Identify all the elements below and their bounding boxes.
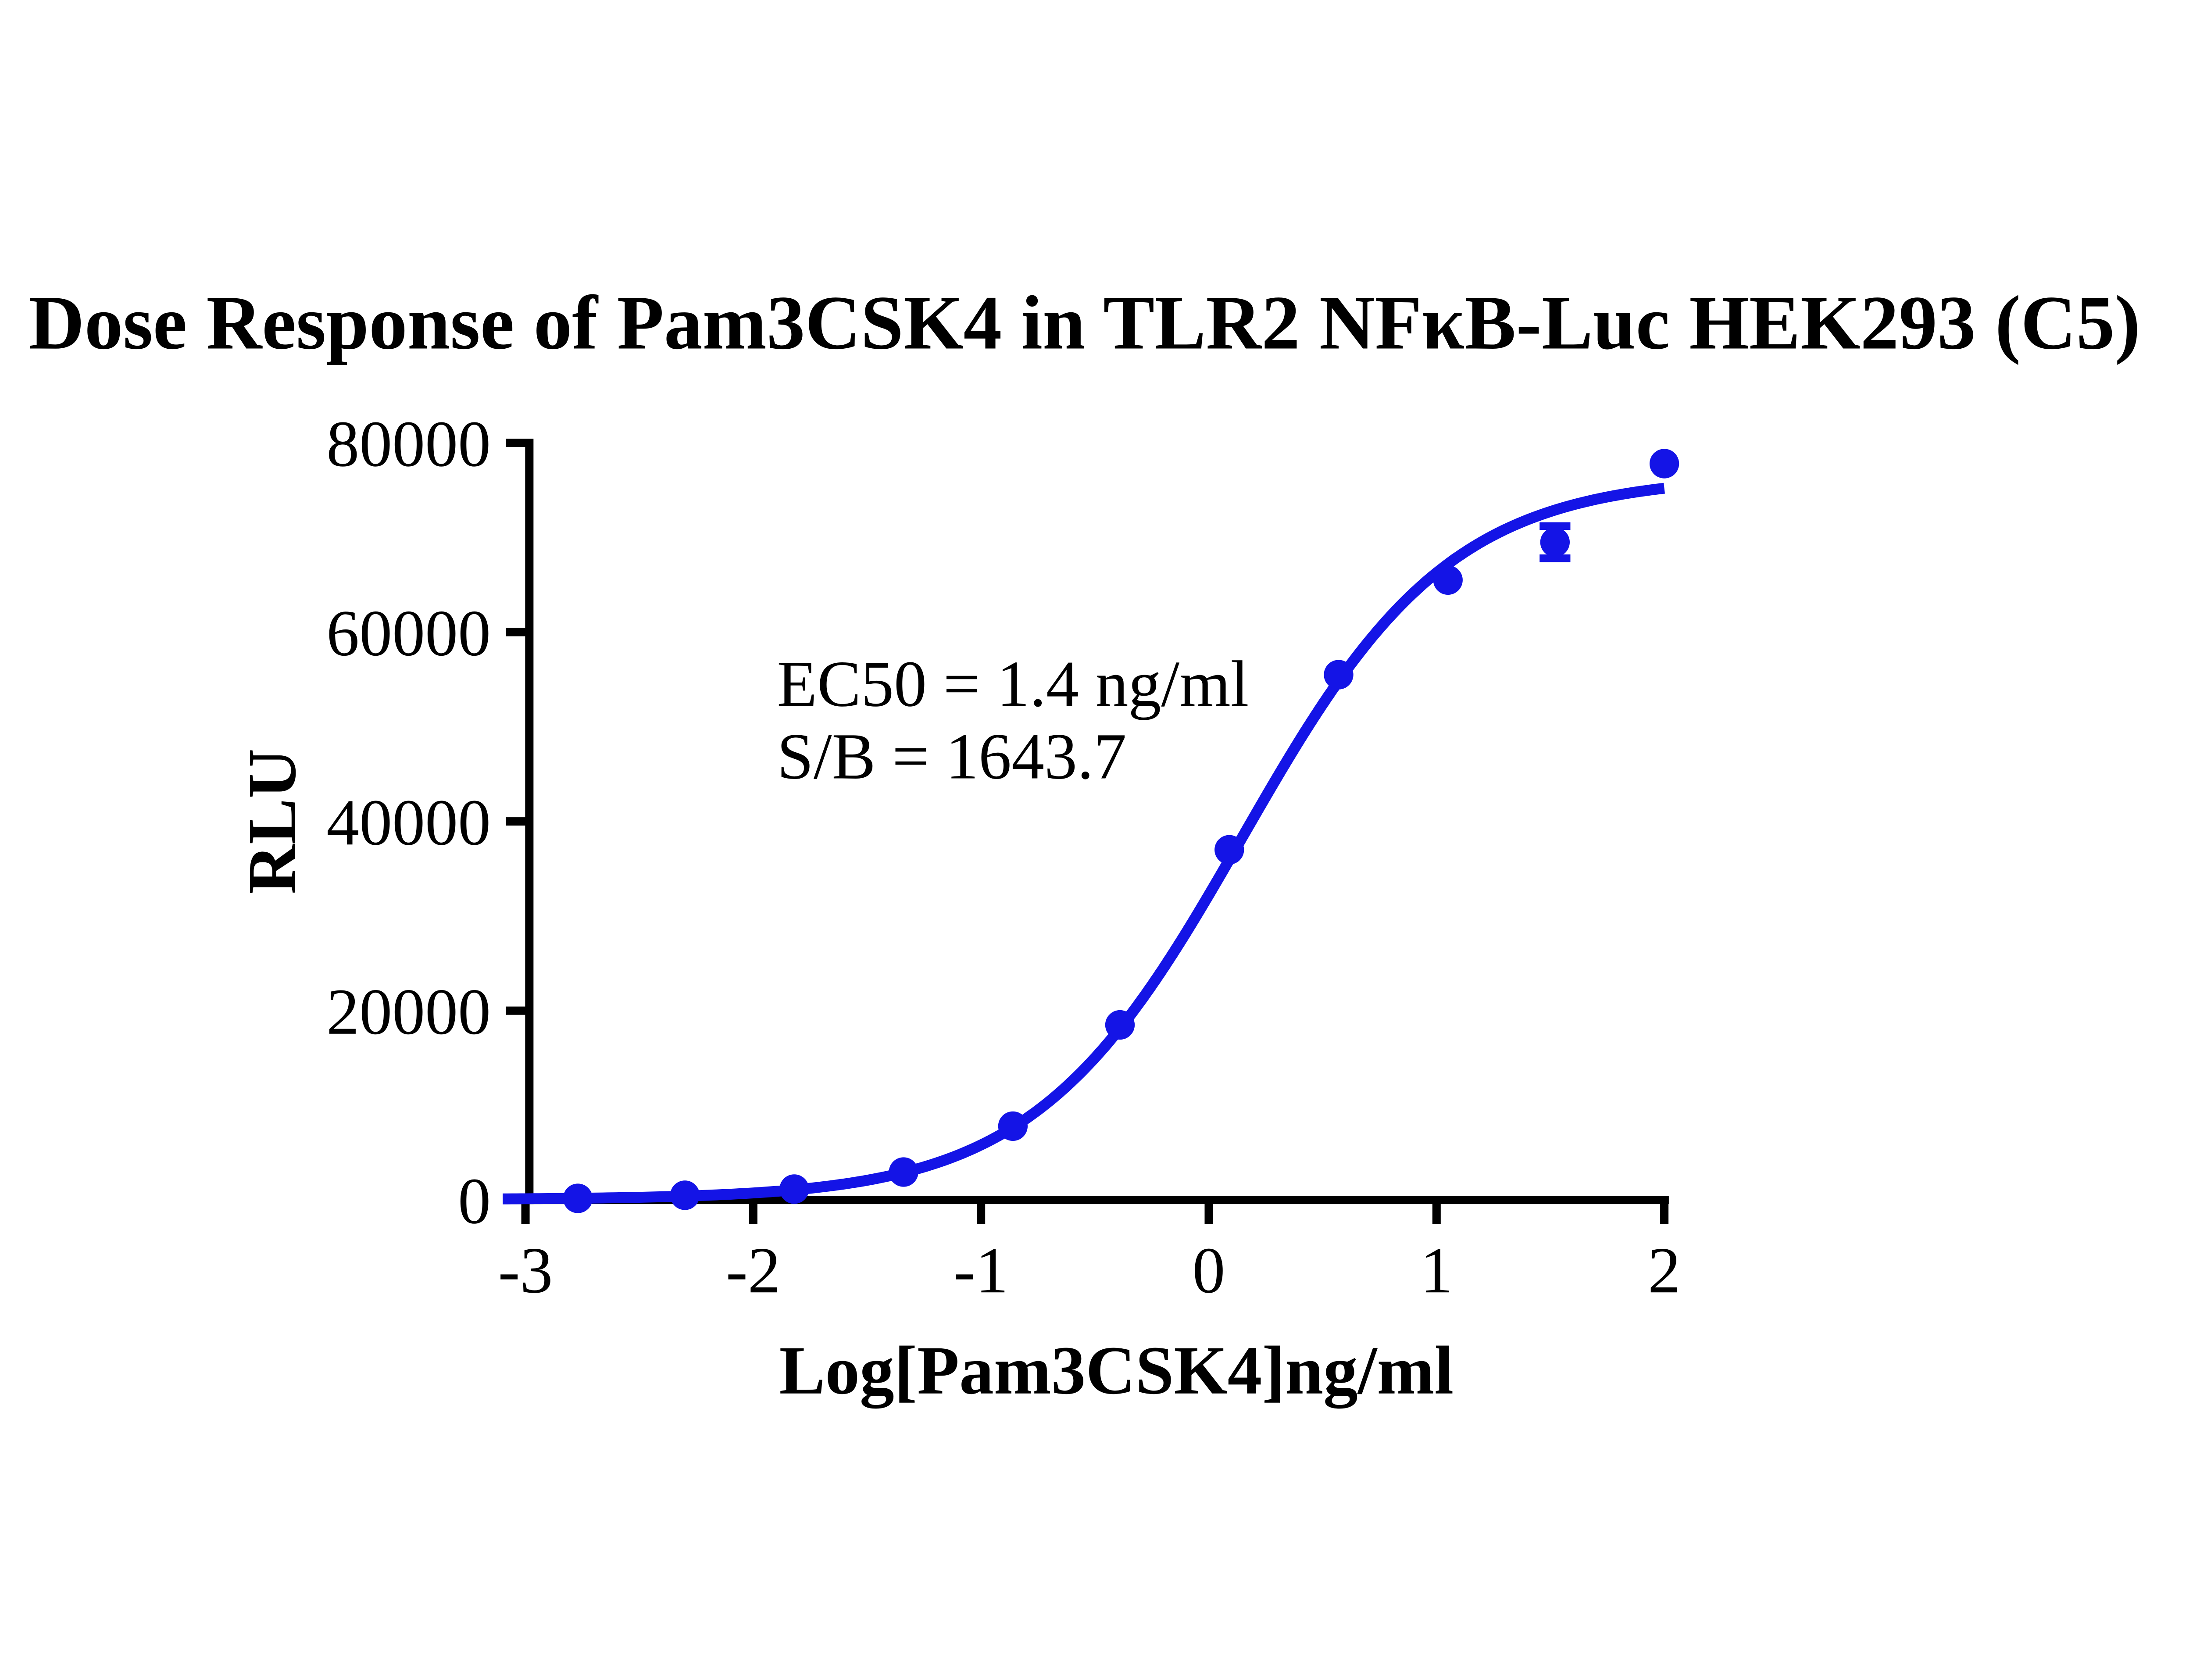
x-tick-label-3: 0 (1193, 1234, 1225, 1307)
x-tick-label-0: -3 (498, 1234, 553, 1307)
data-point (1433, 565, 1463, 595)
y-axis-title: RLU (234, 749, 311, 894)
data-point (1324, 660, 1354, 690)
data-point (779, 1174, 809, 1204)
data-point (998, 1111, 1028, 1141)
data-point (1105, 1010, 1135, 1040)
data-point (1540, 527, 1570, 557)
x-tick-label-5: 2 (1648, 1234, 1681, 1307)
axes-layer: 0 20000 40000 60000 80000 -3 -2 -1 0 1 2 (326, 407, 1681, 1307)
data-point (563, 1183, 593, 1213)
sb-annotation: S/B = 1643.7 (777, 720, 1127, 793)
data-point (1649, 449, 1679, 479)
x-tick-label-4: 1 (1420, 1234, 1453, 1307)
data-point (889, 1157, 918, 1187)
x-tick-label-1: -2 (726, 1234, 781, 1307)
y-tick-label-2: 40000 (326, 786, 491, 859)
y-tick-label-3: 60000 (326, 597, 491, 670)
ec50-annotation: EC50 = 1.4 ng/ml (777, 647, 1249, 720)
y-tick-label-4: 80000 (326, 407, 491, 480)
x-tick-label-2: -1 (954, 1234, 1008, 1307)
chart-title: Dose Response of Pam3CSK4 in TLR2 NFκB-L… (29, 280, 2140, 365)
y-tick-label-0: 0 (458, 1165, 491, 1237)
fit-curve (503, 483, 1665, 1205)
data-point (1214, 835, 1244, 865)
x-axis-title: Log[Pam3CSK4]ng/ml (779, 1333, 1454, 1409)
data-points-layer (563, 449, 1679, 1213)
data-point (670, 1180, 700, 1210)
fit-curve-layer (503, 483, 1665, 1205)
y-tick-label-1: 20000 (326, 976, 491, 1048)
